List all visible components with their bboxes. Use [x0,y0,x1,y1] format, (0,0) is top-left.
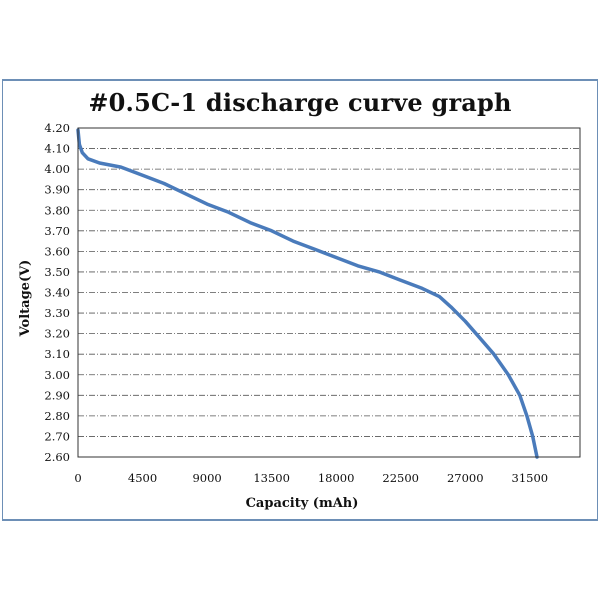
y-tick-label: 3.60 [44,244,70,258]
y-tick-label: 3.20 [44,327,70,341]
discharge-series-line [76,128,539,459]
y-tick-label: 4.10 [44,142,70,156]
y-tick-label: 3.70 [44,224,70,238]
plot-area-border [77,127,581,458]
y-tick-label: 3.00 [44,368,70,382]
y-tick-label: 4.20 [44,121,70,135]
x-tick-label: 4500 [128,471,157,485]
chart-title: #0.5C-1 discharge curve graph [88,88,512,117]
y-tick-label: 3.30 [44,306,70,320]
x-tick-label: 0 [74,471,81,485]
y-tick-label: 3.50 [44,265,70,279]
x-tick-label: 18000 [318,471,355,485]
y-tick-label: 2.80 [44,409,70,423]
x-tick-label: 31500 [512,471,549,485]
y-tick-label: 3.10 [44,347,70,361]
x-tick-label: 22500 [382,471,419,485]
x-axis-label: Capacity (mAh) [246,496,359,511]
x-tick-label: 13500 [253,471,290,485]
chart-frame [2,79,598,521]
y-tick-label: 2.60 [44,450,70,464]
y-tick-label: 2.90 [44,388,70,402]
y-tick-label: 3.40 [44,286,70,300]
y-tick-label: 3.80 [44,203,70,217]
y-tick-label: 3.90 [44,183,70,197]
x-tick-label: 27000 [447,471,484,485]
y-tick-label: 2.70 [44,429,70,443]
x-tick-label: 9000 [192,471,221,485]
y-tick-label: 4.00 [44,162,70,176]
y-axis-label: Voltage(V) [18,260,33,338]
